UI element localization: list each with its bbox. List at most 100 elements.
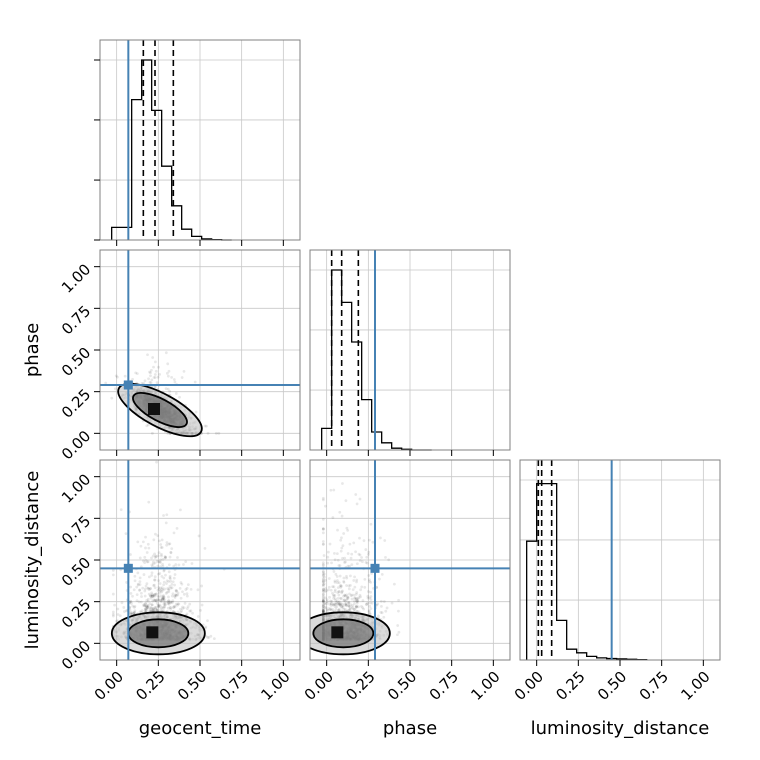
sample-point — [160, 586, 164, 590]
sample-point — [322, 588, 326, 592]
sample-point — [115, 619, 118, 623]
sample-point — [150, 563, 154, 567]
sample-point — [331, 603, 335, 607]
sample-point — [206, 431, 210, 435]
sample-point — [165, 600, 169, 604]
sample-point — [172, 531, 176, 535]
sample-point — [150, 574, 154, 577]
sample-point — [138, 588, 142, 592]
scatter-phase-vs-luminosity_distance — [310, 460, 510, 660]
sample-point — [321, 597, 325, 601]
sample-point — [159, 543, 163, 546]
sample-point — [337, 600, 340, 604]
sample-point — [155, 608, 159, 611]
sample-point — [335, 575, 339, 578]
sample-point — [135, 599, 139, 603]
sample-point — [168, 577, 172, 581]
sample-point — [181, 607, 184, 611]
sample-point — [179, 610, 183, 614]
sample-point — [144, 535, 147, 539]
sample-point — [321, 540, 325, 543]
sample-point — [145, 424, 149, 428]
sample-point — [148, 587, 152, 591]
sample-point — [368, 578, 371, 582]
sample-point — [172, 605, 176, 609]
sample-point — [333, 603, 337, 606]
sample-point — [143, 379, 147, 383]
sample-point — [340, 536, 343, 540]
sample-point — [155, 381, 159, 385]
sample-point — [214, 431, 218, 435]
sample-point — [146, 586, 150, 590]
sample-point — [167, 587, 171, 591]
sample-point — [145, 598, 149, 602]
sample-point — [146, 605, 150, 609]
sample-point — [322, 582, 326, 586]
sample-point — [169, 600, 172, 604]
sample-point — [157, 551, 161, 555]
sample-point — [153, 360, 157, 364]
sample-point — [158, 572, 162, 575]
sample-point — [328, 608, 332, 611]
sample-point — [114, 374, 118, 378]
histogram-luminosity_distance — [526, 482, 648, 661]
sample-point — [337, 607, 341, 611]
sample-point — [166, 387, 170, 391]
sample-point — [357, 605, 360, 609]
sample-point — [149, 594, 153, 598]
sample-point — [144, 605, 148, 609]
sample-point — [162, 609, 165, 612]
sample-point — [165, 582, 168, 585]
sample-point — [355, 591, 359, 594]
sample-point — [349, 574, 352, 578]
sample-point — [132, 611, 136, 615]
sample-point — [158, 373, 162, 376]
sample-point — [169, 607, 173, 611]
sample-point — [175, 589, 179, 593]
sample-point — [185, 594, 189, 598]
sample-point — [159, 598, 162, 602]
sample-point — [169, 606, 173, 610]
sample-point — [156, 588, 160, 592]
sample-point — [360, 585, 364, 589]
x-tick-label-phase-2: 0.50 — [384, 668, 420, 704]
sample-point — [368, 601, 372, 605]
sample-point — [321, 609, 325, 613]
sample-point — [343, 608, 347, 611]
sample-point — [144, 546, 147, 550]
sample-point — [173, 594, 177, 598]
sample-point — [159, 589, 162, 593]
sample-point — [174, 589, 178, 593]
sample-point — [134, 371, 138, 375]
sample-point — [133, 574, 137, 578]
sample-point — [157, 598, 160, 602]
sample-point — [336, 558, 340, 562]
sample-point — [147, 500, 151, 504]
sample-point — [152, 365, 155, 369]
sample-point — [348, 592, 351, 596]
sample-point — [396, 633, 399, 637]
sample-point — [379, 611, 383, 614]
sample-point — [138, 576, 142, 580]
contour-inner — [312, 618, 375, 649]
sample-point — [143, 555, 147, 559]
sample-point — [355, 597, 358, 600]
sample-point — [161, 564, 165, 568]
sample-point — [327, 577, 331, 580]
sample-point — [170, 375, 174, 379]
sample-point — [354, 597, 358, 601]
sample-point — [321, 570, 325, 574]
sample-point — [177, 602, 181, 606]
sample-point — [162, 594, 165, 597]
sample-point — [160, 600, 163, 603]
sample-point — [382, 600, 386, 603]
sample-point — [135, 372, 139, 376]
sample-point — [341, 482, 344, 485]
data-layer — [100, 40, 648, 661]
sample-point — [147, 377, 150, 381]
sample-point — [171, 580, 175, 584]
sample-point — [165, 513, 169, 517]
sample-point — [178, 607, 182, 611]
sample-point — [347, 600, 350, 604]
sample-point — [397, 598, 400, 602]
